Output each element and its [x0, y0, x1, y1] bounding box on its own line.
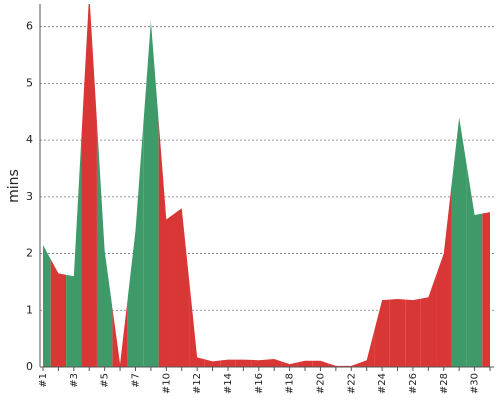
- y-tick-label: 4: [26, 133, 33, 146]
- x-tick-label: #18: [285, 373, 296, 394]
- color-band: [466, 4, 483, 367]
- color-band: [204, 4, 221, 367]
- y-axis-label: mins: [6, 169, 22, 203]
- x-tick-label: #5: [100, 373, 111, 388]
- x-tick-label: #20: [315, 373, 326, 394]
- color-band: [405, 4, 421, 367]
- color-band: [158, 4, 175, 367]
- color-band: [112, 4, 128, 367]
- y-tick-label: 1: [26, 303, 33, 316]
- color-band: [281, 4, 298, 367]
- y-tick-label: 5: [26, 76, 33, 89]
- color-band: [43, 4, 51, 367]
- color-band: [389, 4, 406, 367]
- y-tick-label: 6: [26, 20, 33, 33]
- x-tick-label: #7: [130, 373, 141, 388]
- color-band: [420, 4, 437, 367]
- color-band: [482, 4, 490, 367]
- color-band: [96, 4, 113, 367]
- color-bands: [43, 4, 490, 367]
- color-band: [143, 4, 159, 367]
- x-tick-label: #14: [223, 373, 234, 394]
- color-band: [328, 4, 344, 367]
- x-tick-label: #12: [192, 373, 203, 394]
- color-band: [50, 4, 67, 367]
- x-tick-label: #24: [377, 373, 388, 394]
- color-band: [235, 4, 252, 367]
- x-tick-label: #16: [254, 373, 265, 394]
- x-tick-label: #26: [408, 373, 419, 394]
- color-band: [266, 4, 282, 367]
- color-band: [358, 4, 375, 367]
- color-band: [436, 4, 452, 367]
- x-tick-label: #22: [346, 373, 357, 394]
- y-tick-label: 3: [26, 190, 33, 203]
- color-band: [220, 4, 236, 367]
- color-band: [312, 4, 329, 367]
- x-tick-label: #28: [439, 373, 450, 394]
- color-band: [451, 4, 467, 367]
- y-tick-label: 2: [26, 247, 33, 260]
- x-tick-label: #10: [161, 373, 172, 394]
- color-band: [189, 4, 205, 367]
- color-band: [374, 4, 390, 367]
- color-band: [127, 4, 144, 367]
- x-tick-label: #30: [470, 373, 481, 394]
- color-band: [251, 4, 267, 367]
- color-band: [66, 4, 82, 367]
- x-tick-label: #3: [69, 373, 80, 388]
- color-band: [81, 4, 97, 367]
- color-band: [174, 4, 190, 367]
- color-band: [297, 4, 313, 367]
- x-tick-label: #1: [38, 373, 49, 388]
- y-tick-label: 0: [26, 360, 33, 373]
- color-band: [343, 4, 359, 367]
